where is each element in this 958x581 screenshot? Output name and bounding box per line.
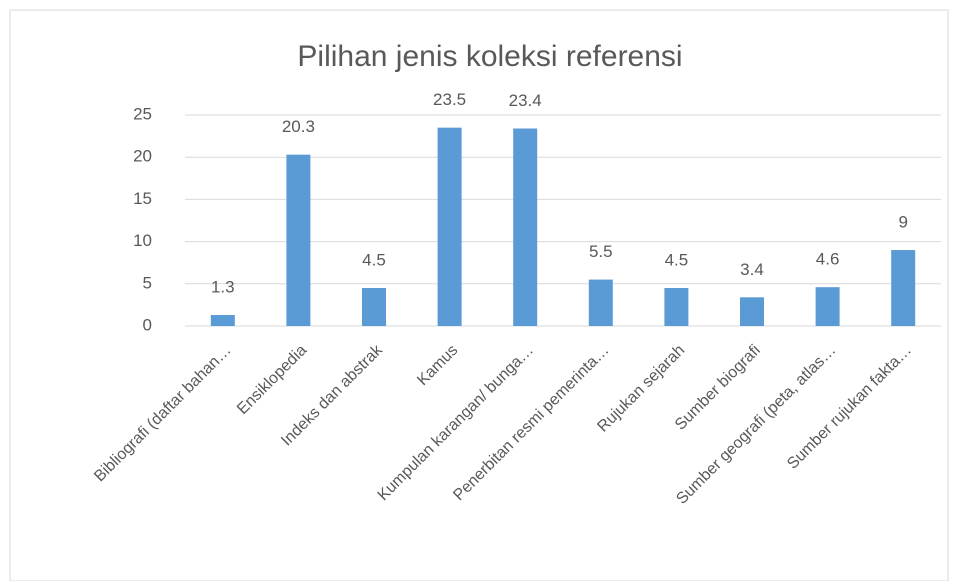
data-label: 4.5 <box>665 251 689 270</box>
bar <box>286 154 311 326</box>
chart-title: Pilihan jenis koleksi referensi <box>297 40 682 73</box>
data-label: 20.3 <box>282 117 315 136</box>
data-label: 4.6 <box>816 250 840 269</box>
bar <box>588 279 613 326</box>
bar <box>815 287 840 326</box>
bar <box>362 288 386 326</box>
bar <box>891 250 916 326</box>
y-tick-label: 15 <box>133 189 152 208</box>
y-tick-label: 5 <box>143 273 152 292</box>
data-label: 3.4 <box>740 260 764 279</box>
data-label: 23.4 <box>509 91 542 110</box>
bar <box>664 288 689 326</box>
y-tick-label: 25 <box>133 104 152 123</box>
y-tick-label: 10 <box>133 231 152 250</box>
bar <box>437 127 462 326</box>
data-label: 23.5 <box>433 90 466 109</box>
y-tick-label: 0 <box>143 315 152 334</box>
data-label: 9 <box>898 213 907 232</box>
data-label: 5.5 <box>589 242 613 261</box>
bar <box>513 128 538 326</box>
data-label: 4.5 <box>362 251 386 270</box>
bar <box>210 315 235 326</box>
y-tick-label: 20 <box>133 147 152 166</box>
data-label: 1.3 <box>211 278 235 297</box>
chart-frame <box>9 9 949 581</box>
bar <box>740 297 764 326</box>
